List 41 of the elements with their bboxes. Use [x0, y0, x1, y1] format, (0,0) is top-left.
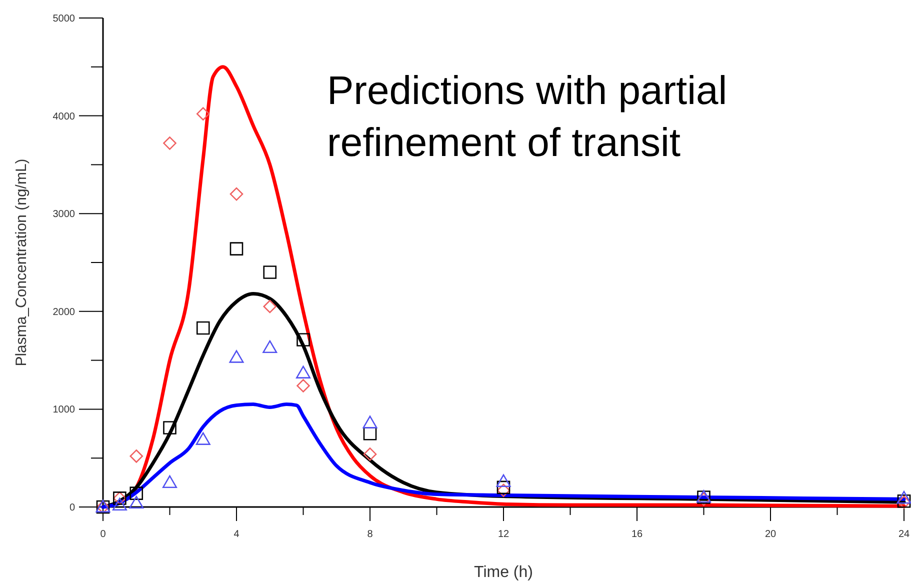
point: [496, 484, 510, 498]
point: [163, 136, 176, 150]
point: [896, 490, 911, 504]
point: [129, 496, 144, 509]
x-tick-label: 16: [631, 529, 643, 540]
y-tick-label: 1000: [52, 404, 76, 416]
point: [262, 340, 278, 354]
annotation: Predictions with partial refinement of transit: [327, 69, 728, 165]
point: [196, 432, 210, 445]
point: [263, 266, 277, 279]
point: [196, 107, 210, 120]
point: [296, 366, 310, 378]
y-tick-label: 2000: [52, 306, 76, 318]
point: [112, 498, 127, 510]
point: [363, 448, 377, 461]
point: [296, 333, 310, 346]
point: [130, 449, 144, 463]
point: [196, 321, 210, 335]
point: [362, 416, 378, 428]
point: [230, 242, 244, 256]
point: [130, 486, 144, 500]
x-tick-label: 0: [100, 529, 106, 540]
point: [229, 350, 244, 363]
x-tick-label: 4: [234, 529, 240, 540]
point: [263, 300, 277, 314]
point: [162, 475, 177, 488]
x-tick-label: 8: [367, 529, 374, 540]
y-tick-label: 0: [69, 502, 76, 514]
y-axis-title: Plasma_Concentration (ng/mL): [13, 158, 30, 366]
y-tick-label: 4000: [52, 111, 76, 122]
x-tick-label: 12: [498, 529, 510, 540]
point: [496, 474, 511, 488]
y-tick-label: 5000: [52, 14, 76, 24]
x-axis-title: Time (h): [474, 564, 533, 581]
point: [230, 187, 244, 201]
point: [296, 379, 310, 392]
x-tick-label: 24: [898, 529, 910, 540]
point: [496, 480, 510, 494]
x-tick-label: 20: [764, 529, 776, 540]
point: [163, 421, 176, 434]
y-tick-label: 3000: [52, 209, 76, 220]
